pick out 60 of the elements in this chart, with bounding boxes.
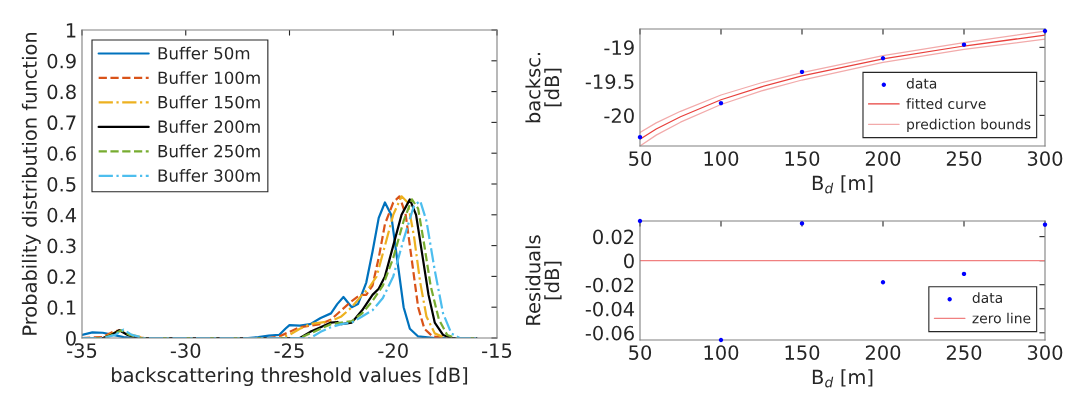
x-tick-label: -20: [378, 343, 408, 358]
point: [799, 69, 805, 75]
y-tick-label: -19.5: [585, 74, 634, 90]
legend-label: zero line: [972, 312, 1031, 324]
x-axis-title: backscattering threshold values [dB]: [112, 367, 468, 387]
x-tick-label: 200: [865, 151, 901, 166]
x-axis-title: B$_{d}$ [m]: [812, 369, 873, 388]
y-tick-label: -0.04: [585, 301, 635, 317]
legend-label: data: [972, 292, 1002, 304]
x-tick-label: 250: [946, 151, 982, 166]
x-tick-label: -30: [170, 343, 201, 358]
x-tick-label: 250: [946, 345, 982, 360]
point: [880, 280, 886, 285]
legend-label: Buffer 100m: [158, 71, 260, 85]
x-tick-label: 300: [1027, 345, 1063, 360]
x-tick-label: 100: [704, 345, 739, 360]
legend-label: Buffer 150m: [158, 95, 260, 109]
y-tick-label: -0.02: [585, 277, 634, 293]
y-tick-label: 0.9: [47, 53, 76, 69]
y-axis-title: backsc. [dB]: [525, 52, 562, 123]
legend-label: Buffer 50m: [158, 46, 250, 60]
y-axis-title: Probability distribution function: [21, 32, 41, 335]
y-tick-label: 0.1: [47, 300, 76, 315]
x-tick-label: 200: [865, 345, 901, 360]
legend-label: fitted curve: [906, 98, 986, 110]
y-tick-label: 0.3: [47, 238, 76, 254]
y-tick-label: -0.06: [585, 325, 634, 341]
y-tick-label: 0.2: [47, 269, 76, 285]
x-tick-label: -15: [482, 343, 512, 358]
y-tick-label: 0.7: [47, 115, 76, 131]
x-tick-label: 50: [629, 151, 652, 166]
x-tick-label: 150: [785, 345, 820, 360]
y-tick-label: -19: [604, 40, 634, 56]
x-tick-label: -25: [274, 343, 304, 358]
y-tick-label: 1: [66, 23, 76, 38]
x-tick-label: 300: [1027, 151, 1063, 166]
legend-label: Buffer 200m: [158, 120, 260, 133]
point: [718, 100, 724, 106]
point: [961, 271, 967, 277]
x-tick-label: 50: [629, 345, 652, 360]
y-tick-label: -20: [604, 108, 634, 124]
y-tick-label: 0.4: [47, 207, 77, 223]
legend-label: prediction bounds: [907, 118, 1031, 133]
y-axis-title: Residuals [dB]: [525, 235, 562, 325]
point: [637, 218, 643, 224]
y-tick-label: 0.8: [47, 84, 76, 100]
legend-label: Buffer 300m: [158, 168, 260, 182]
y-tick-label: 0.02: [593, 229, 634, 245]
y-tick-label: 0.6: [47, 146, 76, 161]
point: [961, 42, 967, 47]
point: [718, 337, 724, 343]
legend-label: Buffer 250m: [158, 144, 260, 158]
x-tick-label: 100: [704, 151, 739, 166]
y-tick-label: 0: [624, 253, 634, 269]
point: [637, 134, 643, 140]
y-tick-label: 0.5: [47, 176, 76, 192]
point: [880, 56, 886, 61]
x-tick-label: 150: [785, 151, 820, 166]
legend-label: data: [906, 77, 937, 89]
x-axis-title: B$_{d}$ [m]: [812, 175, 873, 194]
